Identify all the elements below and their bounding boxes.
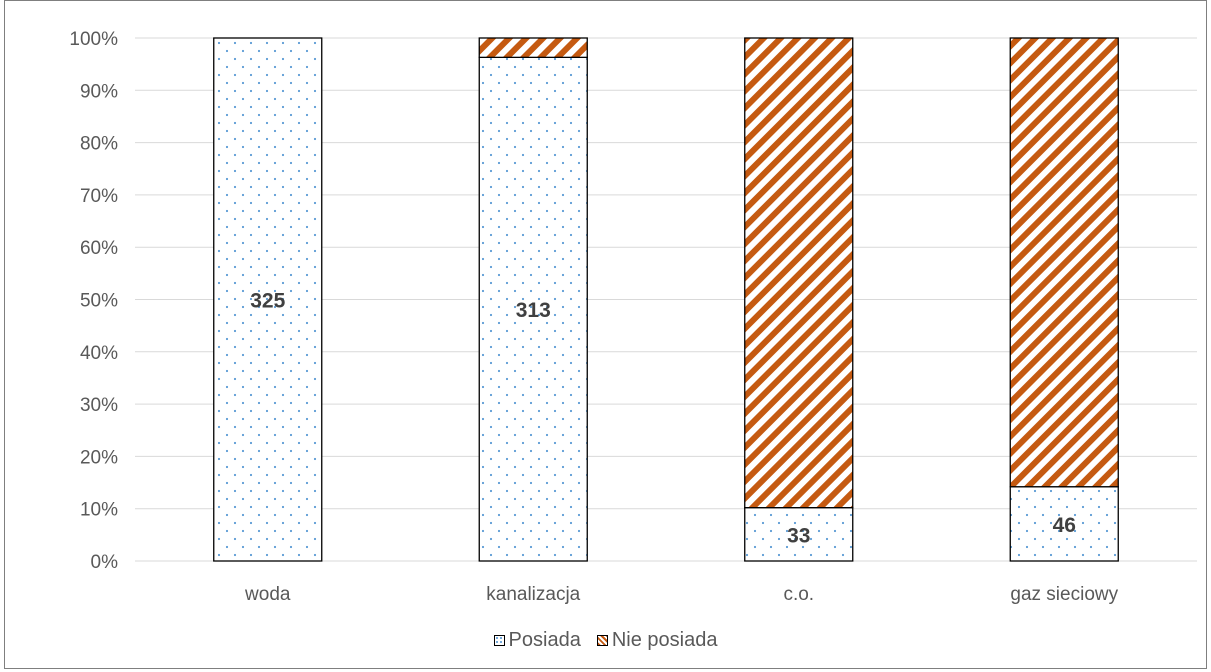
bar-segment-posiada (213, 37, 323, 562)
legend-swatch-nie-posiada (596, 634, 608, 646)
bars: 325 313 33 46 (213, 37, 1119, 562)
legend-label-posiada: Posiada (508, 628, 581, 651)
bar-segment-posiada (744, 507, 854, 562)
y-tick-label: 60% (80, 238, 118, 259)
x-category-label: kanalizacja (486, 584, 580, 605)
chart-frame (4, 0, 1207, 669)
x-category-label: gaz sieciowy (1010, 584, 1118, 605)
bar-segment-nie-posiada (1009, 37, 1119, 488)
y-tick-label: 100% (69, 29, 118, 50)
data-label: 313 (516, 299, 551, 322)
y-tick-label: 20% (80, 447, 118, 468)
legend: Posiada Nie posiada (0, 620, 1211, 660)
data-label: 46 (1053, 514, 1076, 537)
legend-item-posiada: Posiada (493, 628, 581, 652)
y-tick-label: 50% (80, 291, 118, 312)
x-category-label: woda (244, 584, 291, 605)
y-tick-label: 80% (80, 134, 118, 155)
y-tick-label: 10% (80, 500, 118, 521)
bar-segment-posiada (1009, 486, 1119, 562)
x-axis-categories: woda kanalizacja c.o. gaz sieciowy (244, 584, 1119, 605)
data-label: 33 (787, 524, 810, 547)
legend-swatch-posiada (493, 634, 505, 646)
x-category-label: c.o. (783, 584, 814, 605)
y-tick-label: 90% (80, 81, 118, 102)
data-label: 325 (250, 290, 285, 313)
y-tick-label: 0% (91, 552, 119, 573)
y-axis-ticks: 0% 10% 20% 30% 40% 50% 60% 70% 80% 90% 100% (69, 29, 118, 573)
legend-label-nie-posiada: Nie posiada (611, 628, 718, 651)
y-tick-label: 70% (80, 186, 118, 207)
stacked-bar-chart: 0% 10% 20% 30% 40% 50% 60% 70% 80% 90% 100% 325 313… (69, 29, 1197, 605)
bar-segment-nie-posiada (744, 37, 854, 509)
y-tick-label: 40% (80, 343, 118, 364)
legend-item-nie-posiada: Nie posiada (596, 628, 718, 652)
y-tick-label: 30% (80, 395, 118, 416)
bar-segment-nie-posiada (478, 37, 588, 59)
